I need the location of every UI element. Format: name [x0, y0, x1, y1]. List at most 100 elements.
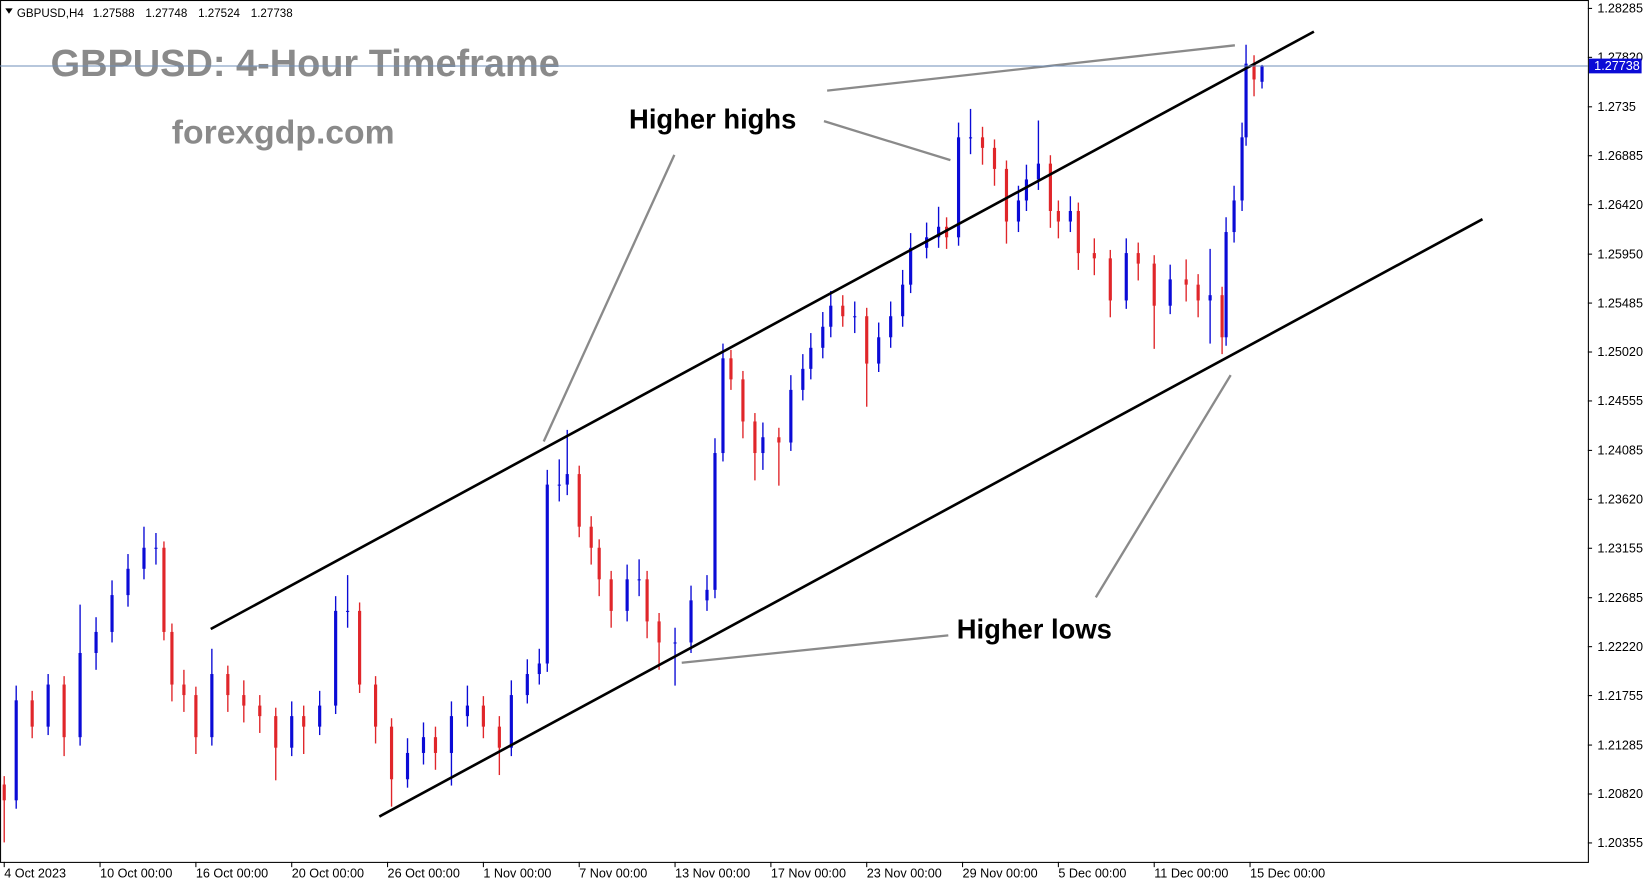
x-tick-label: 29 Nov 00:00: [963, 867, 1038, 881]
chart-subtitle: forexgdp.com: [172, 113, 395, 151]
candle-body: [1076, 210, 1080, 254]
x-tick-label: 4 Oct 2023: [4, 867, 66, 881]
ohlc-open: 1.27588: [93, 8, 135, 20]
y-tick-label: 1.24085: [1597, 444, 1643, 458]
x-tick-label: 13 Nov 00:00: [675, 867, 750, 881]
candle-body: [1232, 200, 1236, 233]
x-tick-label: 17 Nov 00:00: [771, 867, 846, 881]
candle-body: [94, 631, 98, 653]
candle-body: [821, 326, 825, 348]
candle-body: [373, 684, 378, 727]
candle-body: [194, 695, 198, 738]
candle-body: [290, 716, 294, 748]
ohlc-high: 1.27748: [145, 8, 187, 20]
y-tick-label: 1.21755: [1597, 689, 1643, 703]
candle-body: [565, 474, 569, 485]
candle-body: [713, 453, 717, 590]
y-tick-label: 1.20820: [1597, 787, 1643, 801]
x-tick-label: 15 Dec 00:00: [1250, 867, 1325, 881]
candle-body: [809, 347, 813, 369]
y-tick-label: 1.25020: [1597, 345, 1643, 359]
y-tick-label: 1.26885: [1597, 149, 1643, 163]
ohlc-low: 1.27524: [198, 8, 240, 20]
candle-body: [1108, 258, 1112, 301]
candle-body: [577, 474, 581, 527]
candle-body: [777, 437, 781, 443]
annotation: Higher highs: [629, 104, 796, 135]
pointer-lines: [542, 44, 1236, 664]
candle-body: [909, 247, 913, 285]
price-label: 1.27738: [1594, 59, 1640, 73]
pointer-line: [681, 634, 949, 664]
candle-body: [753, 421, 757, 454]
pointer-line: [542, 154, 676, 442]
candle-body: [657, 621, 661, 643]
candle-body: [1048, 163, 1052, 211]
candle-body: [557, 484, 561, 486]
candle-body: [1136, 253, 1140, 264]
candle-body: [465, 705, 469, 717]
candle-body: [1152, 263, 1156, 306]
candle-body: [901, 284, 905, 317]
candle-body: [318, 705, 322, 727]
x-tick-label: 5 Dec 00:00: [1058, 867, 1126, 881]
candle-body: [1240, 137, 1244, 201]
candle-body: [721, 358, 725, 454]
x-tick-label: 23 Nov 00:00: [867, 867, 942, 881]
candle-body: [877, 337, 881, 364]
candle-body: [1056, 210, 1060, 222]
candle-body: [1252, 63, 1256, 80]
candle-body: [545, 484, 549, 664]
candle-body: [62, 684, 66, 738]
candle-body: [1036, 163, 1040, 180]
pointer-line: [823, 120, 951, 162]
candle-body: [689, 600, 693, 643]
candle-body: [126, 568, 130, 596]
candle-body: [497, 726, 501, 748]
candles: [2, 44, 1264, 843]
y-tick-label: 1.23620: [1597, 493, 1643, 507]
candle-body: [334, 610, 338, 706]
candle-body: [389, 726, 394, 780]
candle-body: [1092, 253, 1096, 259]
candle-body: [1024, 179, 1029, 201]
candle-body: [226, 674, 230, 696]
symbol: GBPUSD,H4: [17, 8, 84, 20]
candle-body: [274, 716, 278, 748]
y-tick-label: 1.24555: [1597, 394, 1643, 408]
x-tick-label: 26 Oct 00:00: [388, 867, 460, 881]
candle-body: [589, 526, 593, 548]
x-tick-label: 7 Nov 00:00: [579, 867, 647, 881]
candle-body: [509, 695, 513, 748]
candle-body: [865, 316, 869, 364]
candle-body: [1220, 295, 1224, 338]
menu-arrow: [5, 8, 13, 14]
candle-body: [625, 579, 629, 611]
header: GBPUSD,H4 1.27588 1.27748 1.27524 1.2773…: [5, 8, 293, 20]
candle-body: [956, 137, 961, 238]
candle-body: [1124, 253, 1128, 301]
candle-body: [889, 316, 893, 338]
candle-body: [346, 610, 350, 612]
candle-body: [1068, 210, 1072, 222]
candle-body: [741, 379, 745, 422]
candle-body: [302, 716, 306, 727]
candle-body: [645, 579, 649, 622]
x-tick-label: 1 Nov 00:00: [483, 867, 551, 881]
candle-body: [449, 716, 454, 753]
candle-body: [673, 642, 677, 644]
y-tick-label: 1.26420: [1597, 198, 1643, 212]
candle-body: [609, 579, 613, 611]
candle-body: [1168, 279, 1172, 306]
candle-body: [1016, 200, 1021, 222]
candle-body: [110, 595, 114, 632]
candle-body: [433, 737, 438, 753]
chart-title: GBPUSD: 4-Hour Timeframe: [51, 43, 560, 85]
candle-body: [481, 705, 485, 727]
y-tick-label: 1.23155: [1597, 541, 1643, 555]
lower-channel: [378, 217, 1484, 818]
y-tick-label: 1.25950: [1597, 247, 1643, 261]
x-tick-label: 11 Dec 00:00: [1154, 867, 1228, 881]
